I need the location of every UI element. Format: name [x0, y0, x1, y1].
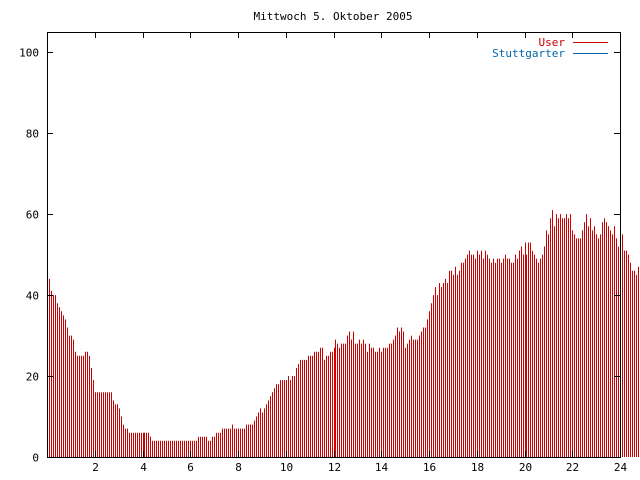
- x-tick-label: 6: [187, 461, 194, 474]
- y-tick-label: 80: [26, 128, 39, 141]
- x-tick-label: 10: [280, 461, 293, 474]
- bars-user: [47, 210, 639, 457]
- legend: User Stuttgarter: [492, 36, 608, 60]
- legend-label-stuttgarter: Stuttgarter: [492, 47, 565, 60]
- x-tick-label: 20: [519, 461, 532, 474]
- y-tick-label: 100: [19, 47, 39, 60]
- x-tick-label: 4: [140, 461, 147, 474]
- x-tick-label: 2: [92, 461, 99, 474]
- y-tick-label: 0: [32, 452, 39, 465]
- y-tick-label: 40: [26, 290, 39, 303]
- x-tick-label: 14: [375, 461, 389, 474]
- x-tick-label: 16: [423, 461, 436, 474]
- y-tick-label: 60: [26, 209, 39, 222]
- x-tick-label: 8: [235, 461, 242, 474]
- x-tick-label: 12: [328, 461, 341, 474]
- legend-label-user: User: [539, 36, 566, 49]
- y-tick-label: 20: [26, 371, 39, 384]
- x-tick-label: 22: [566, 461, 579, 474]
- y-axis-ticks: 0 20 40 60 80 100: [19, 47, 620, 465]
- chart-title: Mittwoch 5. Oktober 2005: [254, 10, 413, 23]
- x-tick-label: 18: [471, 461, 484, 474]
- x-axis-ticks: 2 4 6 8 10 12 14 16 18 20 22 24: [92, 32, 627, 474]
- x-tick-label: 24: [614, 461, 628, 474]
